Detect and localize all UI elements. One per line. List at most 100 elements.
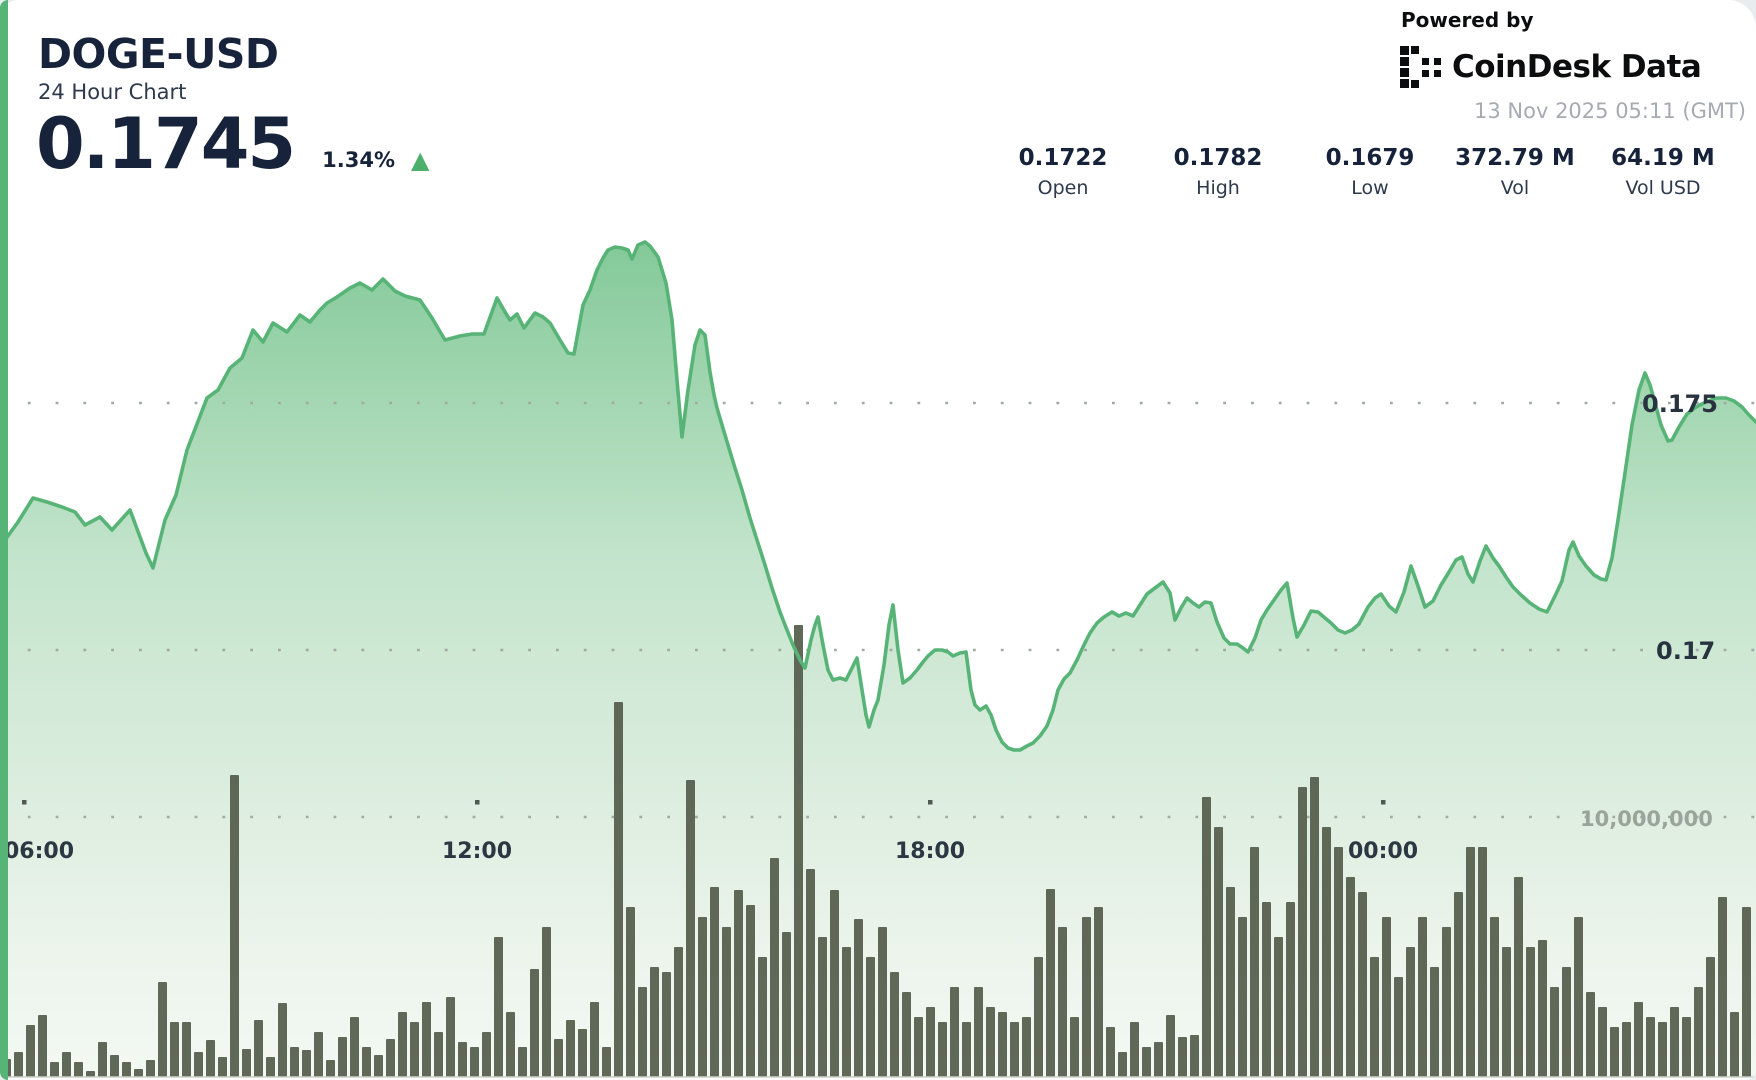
volume-bar <box>446 997 455 1077</box>
volume-bar <box>1586 992 1595 1077</box>
volume-bar <box>698 917 707 1077</box>
volume-bar <box>854 919 863 1077</box>
stat-low-value: 0.1679 <box>1325 145 1415 171</box>
volume-bar <box>254 1020 263 1077</box>
volume-bar <box>1538 940 1547 1077</box>
volume-bar <box>362 1047 371 1077</box>
volume-bar <box>302 1050 311 1077</box>
volume-bar <box>170 1022 179 1077</box>
volume-bar <box>794 625 803 1077</box>
volume-bar <box>506 1012 515 1077</box>
stat-high: 0.1782 High <box>1174 145 1263 199</box>
volume-bar <box>962 1022 971 1077</box>
volume-bar <box>278 1003 287 1077</box>
volume-bar <box>62 1052 71 1077</box>
volume-bar <box>1682 1017 1691 1077</box>
powered-by-label: Powered by <box>1401 8 1534 32</box>
volume-bar <box>1658 1022 1667 1077</box>
volume-bar <box>1526 947 1535 1077</box>
volume-bar <box>134 1069 143 1077</box>
volume-bar <box>110 1055 119 1077</box>
stat-open-label: Open <box>1037 177 1089 199</box>
volume-bar <box>1322 827 1331 1077</box>
volume-bar <box>662 972 671 1077</box>
volume-bar <box>1238 917 1247 1077</box>
volume-bar <box>1610 1027 1619 1077</box>
volume-bar <box>1418 917 1427 1077</box>
volume-bar <box>1562 967 1571 1077</box>
price-change: 1.34% ▲ <box>322 148 429 172</box>
volume-bar <box>482 1032 491 1077</box>
volume-bar <box>338 1037 347 1077</box>
volume-bar <box>770 858 779 1077</box>
volume-bar <box>614 702 623 1077</box>
stat-open: 0.1722 Open <box>1019 145 1108 199</box>
volume-bar <box>1310 777 1319 1077</box>
volume-bar <box>1190 1035 1199 1077</box>
volume-bar <box>1034 957 1043 1077</box>
y-axis-label: 0.175 <box>1642 390 1718 418</box>
volume-bar <box>1646 1017 1655 1077</box>
volume-bar <box>1154 1042 1163 1077</box>
price-change-percent: 1.34% <box>322 147 395 172</box>
volume-bar <box>746 905 755 1077</box>
volume-bar <box>458 1042 467 1077</box>
volume-bar <box>734 890 743 1077</box>
up-triangle-icon: ▲ <box>410 145 430 174</box>
volume-bar <box>1226 887 1235 1077</box>
volume-bar <box>1082 917 1091 1077</box>
volume-bar <box>218 1057 227 1077</box>
volume-bar <box>350 1017 359 1077</box>
left-accent-strip <box>0 0 8 1080</box>
stat-volume-usd: 64.19 M Vol USD <box>1611 145 1715 199</box>
volume-bar <box>1274 937 1283 1077</box>
volume-bar <box>470 1047 479 1077</box>
volume-bar <box>1406 947 1415 1077</box>
volume-bar <box>722 927 731 1077</box>
volume-bar <box>1346 877 1355 1077</box>
volume-bar <box>1430 967 1439 1077</box>
volume-bar <box>194 1052 203 1077</box>
y-axis-label: 0.17 <box>1656 637 1715 665</box>
stat-low-label: Low <box>1351 177 1389 199</box>
volume-bar <box>98 1042 107 1077</box>
volume-bar <box>518 1047 527 1077</box>
stat-volume-label: Vol <box>1500 177 1530 199</box>
volume-bar <box>158 982 167 1077</box>
volume-bar <box>878 927 887 1077</box>
volume-bar <box>1598 1007 1607 1077</box>
volume-bar <box>410 1022 419 1077</box>
volume-bar <box>938 1022 947 1077</box>
volume-bar <box>842 947 851 1077</box>
volume-bar <box>1466 847 1475 1077</box>
volume-bar <box>1010 1022 1019 1077</box>
volume-bar <box>1382 917 1391 1077</box>
volume-bar <box>1358 892 1367 1077</box>
stat-volume-value: 372.79 M <box>1455 145 1575 171</box>
volume-bar <box>1202 797 1211 1077</box>
volume-bar <box>710 887 719 1077</box>
volume-bar <box>50 1062 59 1077</box>
volume-bar <box>566 1020 575 1077</box>
volume-bar <box>578 1029 587 1077</box>
volume-bar <box>542 927 551 1077</box>
volume-axis-label: 10,000,000 <box>1580 807 1713 831</box>
volume-bar <box>950 987 959 1077</box>
volume-bar <box>626 907 635 1077</box>
volume-bar <box>998 1012 1007 1077</box>
volume-bar <box>386 1039 395 1077</box>
volume-bar <box>1514 877 1523 1077</box>
coindesk-logo[interactable]: CoinDesk Data <box>1400 46 1702 88</box>
volume-bar <box>1454 892 1463 1077</box>
volume-bar <box>1706 957 1715 1077</box>
volume-bar <box>806 869 815 1077</box>
volume-bar <box>830 890 839 1077</box>
volume-bar <box>1166 1015 1175 1077</box>
volume-bar <box>866 957 875 1077</box>
x-tick-dot <box>475 800 480 805</box>
stat-high-label: High <box>1196 177 1240 199</box>
volume-bar <box>1106 1027 1115 1077</box>
volume-bar <box>26 1025 35 1077</box>
volume-bar <box>1130 1022 1139 1077</box>
